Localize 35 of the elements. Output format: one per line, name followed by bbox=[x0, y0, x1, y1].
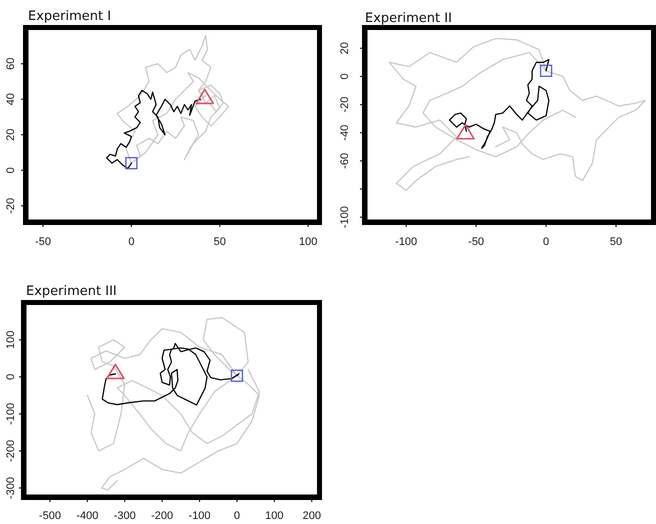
y-tick-label: 60 bbox=[5, 58, 17, 70]
y-tick-label: 0 bbox=[5, 167, 17, 174]
x-tick-label: -400 bbox=[76, 510, 98, 522]
y-tick-label: 0 bbox=[339, 73, 351, 80]
y-tick-label: -40 bbox=[339, 124, 351, 141]
y-tick-label: -60 bbox=[339, 152, 351, 169]
x-tick-label: 0 bbox=[128, 236, 134, 248]
x-tick-label: -50 bbox=[468, 236, 484, 248]
y-tick-label: 100 bbox=[5, 330, 17, 349]
chart-title: Experiment I bbox=[28, 9, 112, 24]
chart-title: Experiment II bbox=[365, 11, 452, 26]
x-tick-label: 100 bbox=[265, 510, 284, 522]
y-tick-label: -300 bbox=[5, 476, 17, 499]
y-tick-label: 40 bbox=[5, 93, 17, 106]
x-tick-label: 0 bbox=[543, 236, 550, 248]
x-tick-label: -300 bbox=[114, 510, 136, 522]
y-tick-label: -20 bbox=[339, 96, 351, 113]
y-tick-label: -100 bbox=[5, 402, 17, 425]
y-tick-label: 0 bbox=[5, 374, 17, 380]
x-tick-label: 50 bbox=[214, 236, 226, 248]
x-tick-label: -200 bbox=[151, 510, 174, 522]
y-tick-label: -100 bbox=[339, 206, 351, 228]
chart-title: Experiment III bbox=[26, 284, 117, 299]
y-tick-label: -200 bbox=[5, 440, 17, 462]
y-tick-label: 20 bbox=[5, 128, 17, 141]
x-tick-label: -100 bbox=[395, 236, 418, 248]
x-tick-label: -50 bbox=[35, 236, 51, 248]
x-tick-label: 0 bbox=[234, 510, 240, 522]
x-tick-label: -500 bbox=[38, 510, 61, 522]
x-tick-label: 100 bbox=[298, 236, 318, 248]
y-tick-label: 20 bbox=[339, 42, 351, 54]
x-tick-label: 50 bbox=[610, 236, 622, 248]
y-tick-label: -20 bbox=[5, 198, 17, 214]
x-tick-label: -100 bbox=[188, 510, 211, 522]
x-tick-label: 200 bbox=[302, 510, 321, 522]
